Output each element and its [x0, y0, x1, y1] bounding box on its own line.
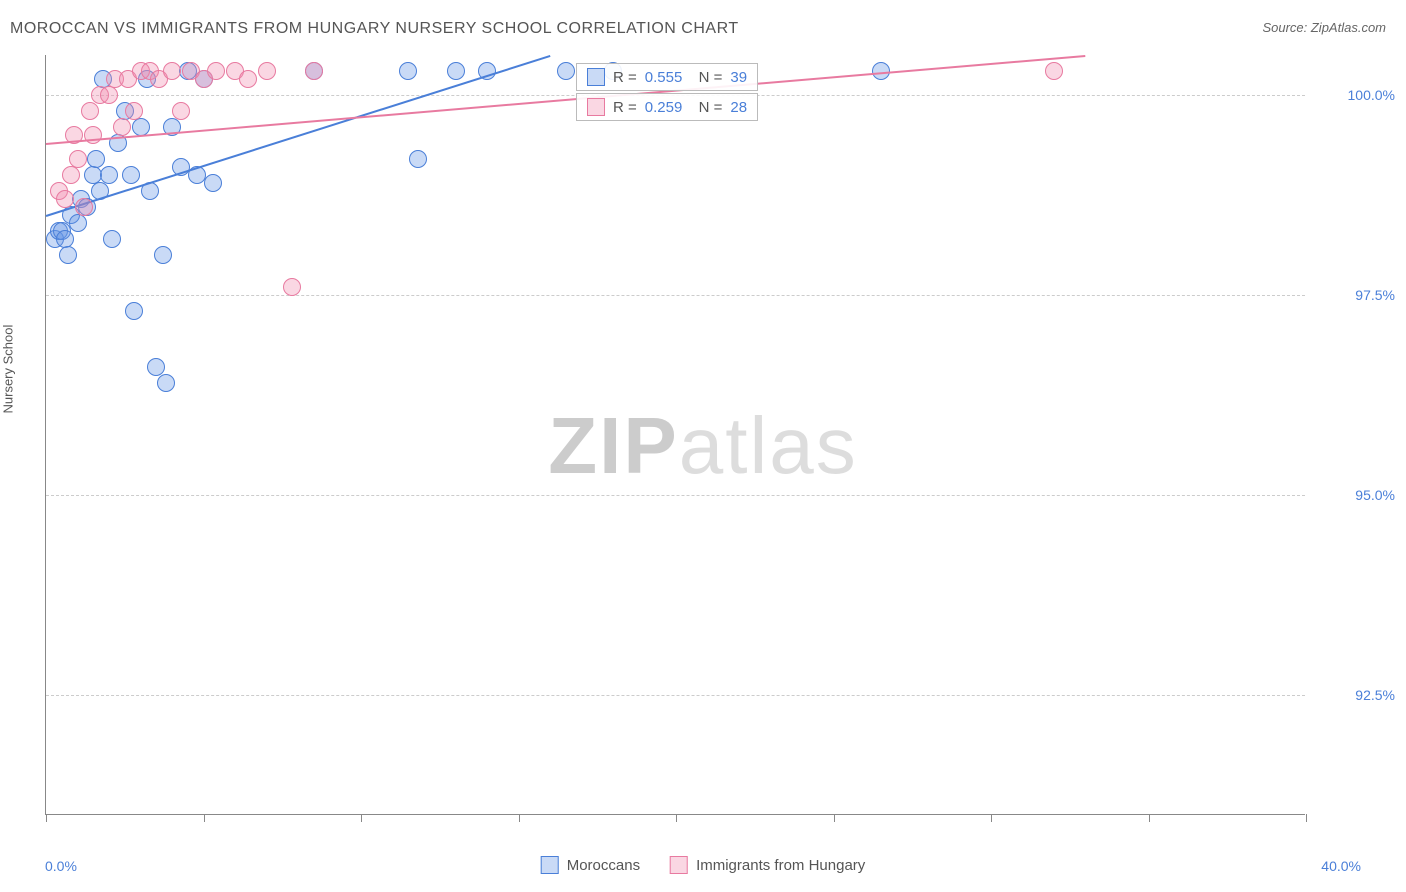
data-point-hungary [258, 62, 276, 80]
data-point-moroccans [399, 62, 417, 80]
data-point-moroccans [557, 62, 575, 80]
data-point-hungary [113, 118, 131, 136]
legend-item-moroccans: Moroccans [541, 856, 640, 874]
stat-n-label: N = [690, 99, 722, 116]
stat-n-value: 39 [730, 69, 747, 86]
stat-r-label: R = [613, 99, 637, 116]
data-point-hungary [125, 102, 143, 120]
data-point-hungary [62, 166, 80, 184]
data-point-hungary [69, 150, 87, 168]
x-tick [204, 814, 205, 822]
data-point-hungary [207, 62, 225, 80]
x-tick [1149, 814, 1150, 822]
data-point-hungary [163, 62, 181, 80]
plot-area: 100.0%97.5%95.0%92.5%R = 0.555 N = 39R =… [45, 55, 1305, 815]
data-point-hungary [239, 70, 257, 88]
data-point-moroccans [447, 62, 465, 80]
data-point-moroccans [69, 214, 87, 232]
data-point-hungary [172, 102, 190, 120]
y-tick-label: 95.0% [1315, 487, 1395, 503]
stat-r-value: 0.555 [645, 69, 683, 86]
x-tick [1306, 814, 1307, 822]
stat-legend-hungary: R = 0.259 N = 28 [576, 93, 758, 121]
bottom-legend: Moroccans Immigrants from Hungary [541, 856, 866, 874]
x-tick [46, 814, 47, 822]
legend-label: Immigrants from Hungary [696, 857, 865, 874]
x-max-label: 40.0% [1321, 858, 1361, 874]
legend-swatch-icon [670, 856, 688, 874]
x-min-label: 0.0% [45, 858, 77, 874]
stat-r-value: 0.259 [645, 99, 683, 116]
data-point-hungary [283, 278, 301, 296]
data-point-moroccans [409, 150, 427, 168]
x-tick [361, 814, 362, 822]
gridline [46, 495, 1305, 496]
data-point-hungary [81, 102, 99, 120]
data-point-moroccans [157, 374, 175, 392]
legend-label: Moroccans [567, 857, 640, 874]
x-tick [519, 814, 520, 822]
legend-item-hungary: Immigrants from Hungary [670, 856, 865, 874]
x-tick [991, 814, 992, 822]
y-tick-label: 92.5% [1315, 687, 1395, 703]
data-point-moroccans [204, 174, 222, 192]
gridline [46, 695, 1305, 696]
data-point-moroccans [154, 246, 172, 264]
data-point-moroccans [125, 302, 143, 320]
data-point-moroccans [122, 166, 140, 184]
source-label: Source: ZipAtlas.com [1262, 20, 1386, 35]
y-tick-label: 100.0% [1315, 87, 1395, 103]
data-point-hungary [75, 198, 93, 216]
gridline [46, 295, 1305, 296]
legend-swatch-icon [587, 98, 605, 116]
data-point-moroccans [132, 118, 150, 136]
data-point-moroccans [103, 230, 121, 248]
data-point-hungary [305, 62, 323, 80]
data-point-hungary [56, 190, 74, 208]
x-tick [676, 814, 677, 822]
x-tick [834, 814, 835, 822]
data-point-hungary [100, 86, 118, 104]
data-point-moroccans [87, 150, 105, 168]
stat-legend-moroccans: R = 0.555 N = 39 [576, 63, 758, 91]
chart-title: MOROCCAN VS IMMIGRANTS FROM HUNGARY NURS… [10, 20, 739, 38]
legend-swatch-icon [587, 68, 605, 86]
data-point-hungary [1045, 62, 1063, 80]
y-axis-label: Nursery School [1, 325, 16, 414]
stat-n-value: 28 [730, 99, 747, 116]
legend-swatch-icon [541, 856, 559, 874]
stat-n-label: N = [690, 69, 722, 86]
data-point-moroccans [100, 166, 118, 184]
y-tick-label: 97.5% [1315, 287, 1395, 303]
data-point-moroccans [59, 246, 77, 264]
stat-r-label: R = [613, 69, 637, 86]
